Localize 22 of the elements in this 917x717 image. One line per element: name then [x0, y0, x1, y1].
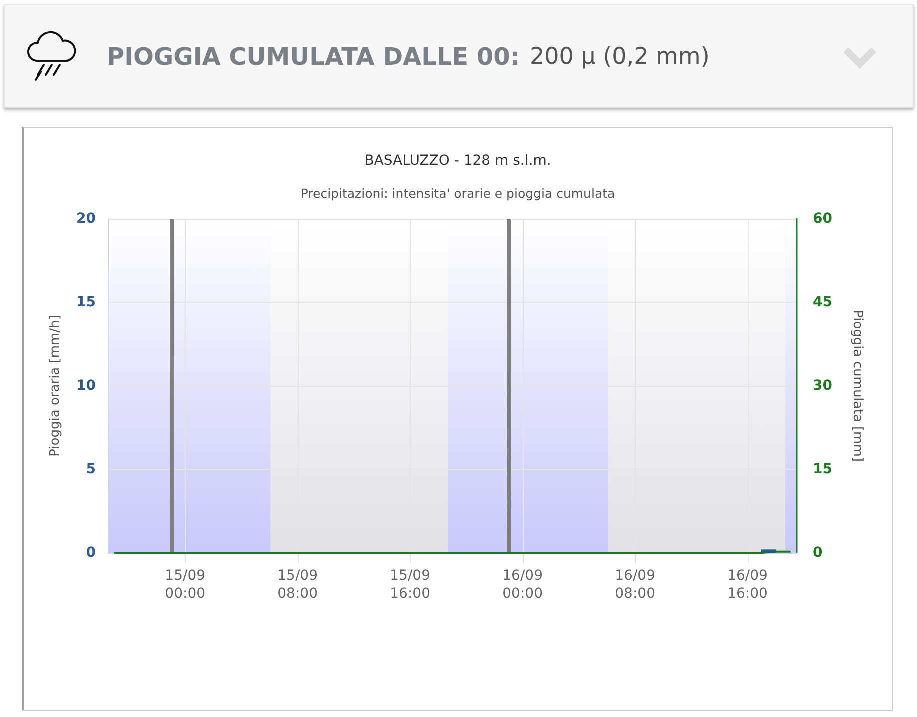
text: 200 µ (0,2 mm) [530, 43, 710, 72]
y2-axis-title: Pioggia cumulata [mm] [850, 310, 865, 462]
x-tick-label: 16/09 00:00 [502, 568, 543, 602]
x-tick-label: 15/09 00:00 [165, 568, 206, 602]
x-tick-label: 16/09 16:00 [728, 568, 768, 602]
y2-tick-label: 0 [813, 545, 823, 561]
y-tick-label: 5 [86, 462, 96, 478]
x-tick-label: 15/09 16:00 [390, 568, 430, 602]
x-tick-label: 15/09 08:00 [278, 568, 318, 602]
y2-tick-label: 30 [813, 378, 833, 394]
y2-tick-label: 15 [813, 462, 832, 478]
chart-subtitle: Precipitazioni: intensita' orarie e pioggia cumulata [300, 186, 616, 201]
y2-tick-label: 45 [813, 294, 832, 310]
y-tick-label: 10 [76, 378, 96, 394]
chart-title: BASALUZZO - 128 m s.l.m. [364, 153, 552, 169]
y-tick-label: 15 [76, 294, 96, 310]
text: PIOGGIA CUMULATA DALLE 00: [107, 42, 520, 73]
y-tick-label: 0 [86, 545, 96, 561]
y-axis-title: Pioggia oraria [mm/h] [48, 315, 63, 457]
x-tick-label: 16/09 08:00 [615, 568, 656, 602]
y2-tick-label: 60 [813, 211, 833, 227]
y-tick-label: 20 [76, 211, 96, 227]
